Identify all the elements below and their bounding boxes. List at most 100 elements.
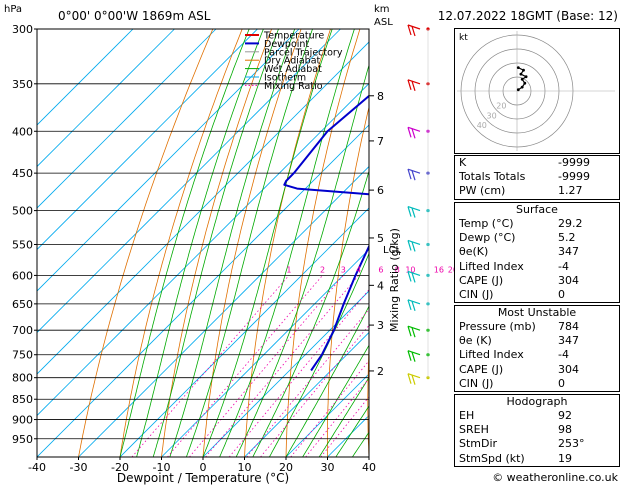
wind-barb [407, 325, 430, 338]
surface-label: Temp (°C) [459, 217, 514, 230]
isotherm-line [37, 82, 369, 417]
isotherm-line [161, 248, 369, 457]
hodograph-row: StmDir 253° [455, 437, 619, 451]
x-axis-label: Dewpoint / Temperature (°C) [117, 471, 289, 485]
wind-barb-flag [407, 127, 412, 138]
legend-entry: Parcel Trajectory [264, 47, 343, 58]
surface-value: 0 [558, 288, 565, 302]
mixing-ratio-label: 2 [320, 265, 325, 274]
pressure-tick-label: 950 [12, 433, 33, 446]
mixing-ratio-label: 20 [448, 265, 458, 274]
temperature-tick-label: -30 [70, 461, 88, 474]
index-label: K [459, 156, 467, 169]
hodograph-row: StmSpd (kt) 19 [455, 452, 619, 466]
credit-text: © weatheronline.co.uk [492, 471, 618, 484]
wind-barb-staff [407, 126, 421, 132]
most-unstable-value: -4 [558, 348, 569, 362]
surface-value: 347 [558, 245, 579, 259]
km-tick-label: 7 [377, 135, 384, 148]
wind-barb-staff [407, 373, 421, 379]
wind-barb [407, 79, 430, 91]
hodograph-point [520, 85, 524, 89]
wind-barb [407, 24, 430, 37]
surface-label: CIN (J) [459, 288, 494, 302]
wind-barb-flag [407, 24, 412, 36]
wind-barb-flag [411, 327, 416, 338]
height-unit-label-asl: ASL [374, 17, 393, 28]
hodograph-ring-label: 30 [487, 111, 497, 120]
dry-adiabat-line [619, 29, 629, 457]
wind-barb-flag [411, 272, 416, 283]
mixing-ratio-line [205, 275, 359, 457]
pressure-tick-label: 500 [12, 205, 33, 218]
wind-barb-staff [407, 350, 421, 356]
hodograph-row: EH 92 [455, 409, 619, 423]
wind-barb-flag [407, 326, 412, 337]
mixing-ratio-axis-label: Mixing Ratio (g/kg) [388, 228, 401, 332]
indices-table: K -9999 Totals Totals -9999 PW (cm) 1.27 [454, 155, 620, 200]
legend-entry: Temperature [263, 31, 324, 42]
isotherm-line [244, 331, 369, 457]
wind-barb [407, 299, 430, 312]
wet-adiabat-line [335, 405, 369, 457]
wind-barb-flag [407, 206, 412, 217]
hodograph-table-title: Hodograph [506, 395, 568, 408]
temperature-tick-label: -20 [111, 461, 129, 474]
wind-barb [407, 126, 430, 139]
surface-value: -4 [558, 259, 569, 273]
datetime-title: 12.07.2022 18GMT (Base: 12) [438, 9, 618, 23]
mixing-ratio-label: 8 [395, 265, 400, 274]
surface-row: CIN (J) 0 [455, 288, 619, 302]
km-tick-label: 5 [377, 232, 384, 245]
wind-barb-flag [411, 300, 416, 312]
plot-area [37, 29, 629, 457]
wind-barb-staff [407, 299, 421, 305]
wind-barb-flag [411, 80, 416, 91]
legend-entry: Mixing Ratio [264, 81, 323, 92]
hodograph-table: Hodograph EH 92 SREH 98 StmDir 253° StmSpd (kt… [454, 394, 620, 467]
wind-barb-flag [411, 374, 416, 385]
hodograph-label: StmDir [459, 437, 498, 451]
surface-row: CAPE (J) 304 [455, 274, 619, 288]
isotherm-line [37, 124, 369, 457]
index-value: -9999 [558, 170, 590, 184]
dry-adiabat-line [367, 340, 369, 457]
pressure-tick-label: 350 [12, 78, 33, 91]
pressure-tick-label: 800 [12, 372, 33, 385]
isotherm-line [37, 41, 369, 375]
temperature-tick-label: -40 [28, 461, 46, 474]
wind-barb-flag [407, 373, 412, 384]
wet-adiabat-line [302, 344, 369, 457]
legend-entry: Dry Adiabat [264, 56, 321, 67]
surface-value: 29.2 [558, 217, 583, 230]
surface-label: CAPE (J) [459, 273, 504, 287]
pressure-tick-label: 550 [12, 238, 33, 251]
surface-label: Dewp (°C) [459, 231, 516, 245]
pressure-unit-label: hPa [4, 4, 22, 15]
wet-adiabat-line [318, 376, 369, 457]
legend-entry: Isotherm [264, 73, 306, 84]
pressure-tick-label: 850 [12, 393, 33, 406]
hodograph-row: SREH 98 [455, 423, 619, 437]
hodograph-value: 19 [558, 451, 572, 465]
wet-adiabat-line [285, 305, 369, 457]
index-row: Totals Totals -9999 [455, 170, 619, 184]
mixing-ratio-line [189, 275, 344, 457]
most-unstable-table: Most Unstable Pressure (mb) 784 θe (K) 347 L… [454, 305, 620, 393]
temperature-tick-label: 40 [362, 461, 376, 474]
legend-entry: Wet Adiabat [264, 64, 322, 75]
isotherm-line [37, 29, 217, 209]
height-unit-label: km [374, 4, 390, 15]
km-tick-label: 8 [377, 90, 384, 103]
hodograph-point [524, 75, 528, 79]
temperature-tick-label: -10 [153, 461, 171, 474]
wind-barb-flag [411, 170, 416, 181]
hodograph-point [522, 68, 525, 72]
surface-row: Lifted Index -4 [455, 260, 619, 274]
wind-barb-flag [411, 207, 416, 218]
km-tick-label: 4 [377, 279, 384, 292]
wind-barb-flag [407, 168, 412, 180]
wind-barb-flag [407, 79, 412, 90]
most-unstable-label: θe (K) [459, 334, 492, 348]
